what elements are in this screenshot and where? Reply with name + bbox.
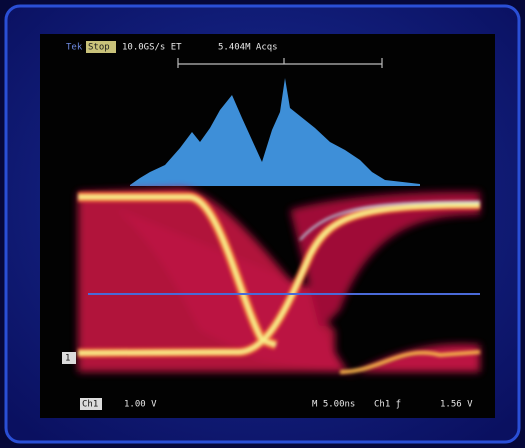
channel-marker: 1 bbox=[65, 354, 70, 364]
sample-rate: 10.0GS/s ET bbox=[122, 43, 182, 53]
timebase: M 5.00ns bbox=[312, 400, 355, 410]
trigger: Ch1 ƒ bbox=[374, 400, 401, 410]
scope-screen: Tek Stop 10.0GS/s ET 5.404M Acqs 1 Ch1 1… bbox=[0, 0, 525, 448]
trigger-level: 1.56 V bbox=[440, 400, 473, 410]
state: Stop bbox=[88, 43, 110, 53]
brand: Tek bbox=[66, 43, 83, 53]
acquisitions: 5.404M Acqs bbox=[218, 43, 278, 53]
channel: Ch1 bbox=[82, 400, 98, 410]
vertical-scale: 1.00 V bbox=[124, 400, 157, 410]
